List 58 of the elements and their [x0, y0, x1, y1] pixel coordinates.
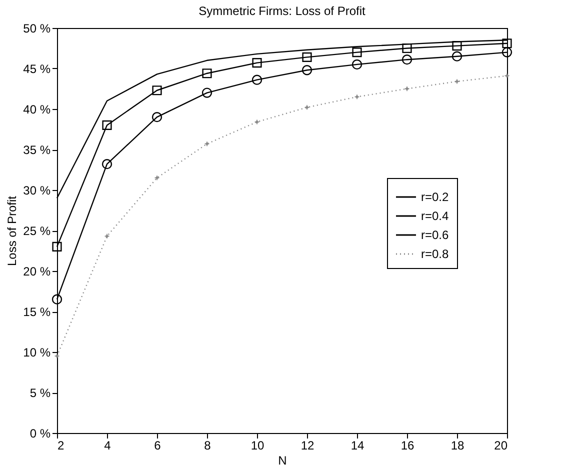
- y-tick-label: 30 %: [23, 184, 51, 198]
- y-tick-label: 40 %: [23, 102, 51, 116]
- y-tick-label: 50 %: [23, 22, 51, 36]
- point: [252, 58, 262, 68]
- point: [104, 233, 110, 239]
- point: [54, 353, 60, 359]
- legend-label: r=0.6: [421, 228, 450, 242]
- x-tick-label: 12: [300, 438, 314, 452]
- point: [452, 51, 462, 62]
- point: [102, 120, 112, 130]
- point: [502, 38, 512, 48]
- y-tick-label: 20 %: [23, 264, 51, 278]
- point: [302, 65, 312, 76]
- legend-label: r=0.8: [421, 247, 450, 261]
- x-tick-label: 6: [154, 438, 162, 452]
- point: [504, 73, 510, 79]
- point: [202, 68, 212, 78]
- point: [152, 112, 162, 122]
- point: [402, 54, 412, 65]
- point: [202, 88, 212, 98]
- point: [154, 175, 160, 181]
- chart-title: Symmetric Firms: Loss of Profit: [198, 4, 366, 18]
- point: [454, 78, 460, 84]
- point: [354, 94, 360, 100]
- y-axis-title: Loss of Profit: [5, 195, 20, 266]
- y-tick-label: 0 %: [30, 426, 51, 440]
- point: [302, 52, 312, 62]
- x-tick-label: 2: [58, 438, 64, 452]
- point: [52, 242, 62, 252]
- point: [402, 43, 412, 54]
- point: [502, 47, 512, 58]
- point: [102, 159, 112, 170]
- x-tick-label: 14: [350, 438, 364, 452]
- point: [152, 86, 162, 96]
- point: [452, 41, 462, 51]
- point: [252, 74, 262, 85]
- point: [204, 141, 210, 147]
- x-axis-title: N: [278, 454, 287, 465]
- x-tick-label: 8: [204, 438, 212, 452]
- y-tick-label: 15 %: [23, 305, 51, 319]
- point: [352, 48, 362, 58]
- point: [404, 86, 410, 92]
- y-tick-label: 10 %: [23, 346, 51, 360]
- y-tick-label: 5 %: [30, 386, 51, 400]
- legend-label: r=0.4: [421, 209, 450, 223]
- y-tick-label: 25 %: [23, 224, 51, 238]
- point: [52, 294, 62, 304]
- x-tick-label: 20: [494, 438, 508, 452]
- point: [304, 104, 310, 110]
- x-tick-label: 10: [250, 438, 264, 452]
- legend-label: r=0.2: [421, 190, 450, 204]
- point: [254, 119, 260, 125]
- x-tick-label: 18: [450, 438, 464, 452]
- x-tick-label: 4: [104, 438, 112, 452]
- point: [352, 59, 362, 70]
- y-tick-label: 45 %: [23, 62, 51, 76]
- y-tick-label: 35 %: [23, 143, 51, 157]
- x-tick-label: 16: [400, 438, 414, 452]
